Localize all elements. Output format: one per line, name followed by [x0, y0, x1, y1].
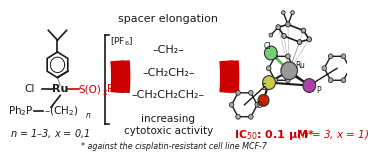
Circle shape	[249, 114, 253, 119]
Text: IC$_{50}$: 0.1 μM*: IC$_{50}$: 0.1 μM*	[234, 128, 316, 142]
Circle shape	[255, 102, 260, 107]
Text: –CH₂CH₂–: –CH₂CH₂–	[142, 68, 195, 78]
Circle shape	[282, 11, 285, 15]
Circle shape	[258, 94, 269, 106]
Text: S: S	[262, 83, 266, 92]
Text: S(O): S(O)	[79, 84, 101, 95]
Text: n: n	[86, 111, 91, 120]
Circle shape	[291, 11, 294, 15]
Text: $n$ = 1–3, $x$ = 0,1: $n$ = 1–3, $x$ = 0,1	[10, 127, 90, 140]
Circle shape	[286, 54, 290, 59]
Text: Ru: Ru	[52, 84, 68, 95]
Circle shape	[269, 33, 273, 37]
Circle shape	[286, 22, 290, 27]
Text: –CH₂–: –CH₂–	[152, 45, 184, 55]
Circle shape	[328, 54, 333, 59]
Circle shape	[236, 90, 240, 95]
Text: Ph: Ph	[107, 84, 120, 95]
Text: * against the cisplatin-resistant cell line MCF-7: * against the cisplatin-resistant cell l…	[81, 142, 267, 151]
Text: Ru: Ru	[296, 61, 305, 70]
Circle shape	[348, 66, 352, 71]
Circle shape	[266, 66, 271, 71]
Text: –CH₂CH₂CH₂–: –CH₂CH₂CH₂–	[132, 90, 205, 100]
Text: [PF$_6$]: [PF$_6$]	[110, 35, 133, 48]
Circle shape	[341, 78, 346, 83]
Circle shape	[286, 78, 290, 83]
Text: –(CH$_2$): –(CH$_2$)	[44, 104, 78, 118]
Circle shape	[276, 25, 280, 30]
Circle shape	[328, 78, 333, 83]
Circle shape	[292, 66, 297, 71]
Text: x: x	[103, 88, 108, 97]
Text: P: P	[317, 86, 321, 95]
Circle shape	[281, 62, 297, 80]
Text: Ph$_2$P: Ph$_2$P	[8, 104, 34, 118]
Circle shape	[265, 46, 277, 60]
Text: ($n$ = 3, $x$ = 1): ($n$ = 3, $x$ = 1)	[294, 128, 369, 141]
Circle shape	[297, 40, 302, 45]
Circle shape	[307, 37, 311, 42]
Text: Cl: Cl	[263, 42, 271, 51]
Text: increasing
cytotoxic activity: increasing cytotoxic activity	[124, 114, 213, 136]
Text: O: O	[256, 101, 262, 110]
Circle shape	[263, 76, 276, 90]
Circle shape	[236, 114, 240, 119]
Circle shape	[249, 90, 253, 95]
Text: Cl: Cl	[24, 84, 34, 95]
Circle shape	[282, 34, 286, 38]
Circle shape	[341, 54, 346, 59]
Circle shape	[322, 66, 327, 71]
Circle shape	[303, 79, 316, 92]
Circle shape	[229, 102, 234, 107]
Circle shape	[273, 78, 277, 83]
Text: spacer elongation: spacer elongation	[118, 13, 218, 24]
Circle shape	[301, 28, 306, 33]
Circle shape	[273, 54, 277, 59]
